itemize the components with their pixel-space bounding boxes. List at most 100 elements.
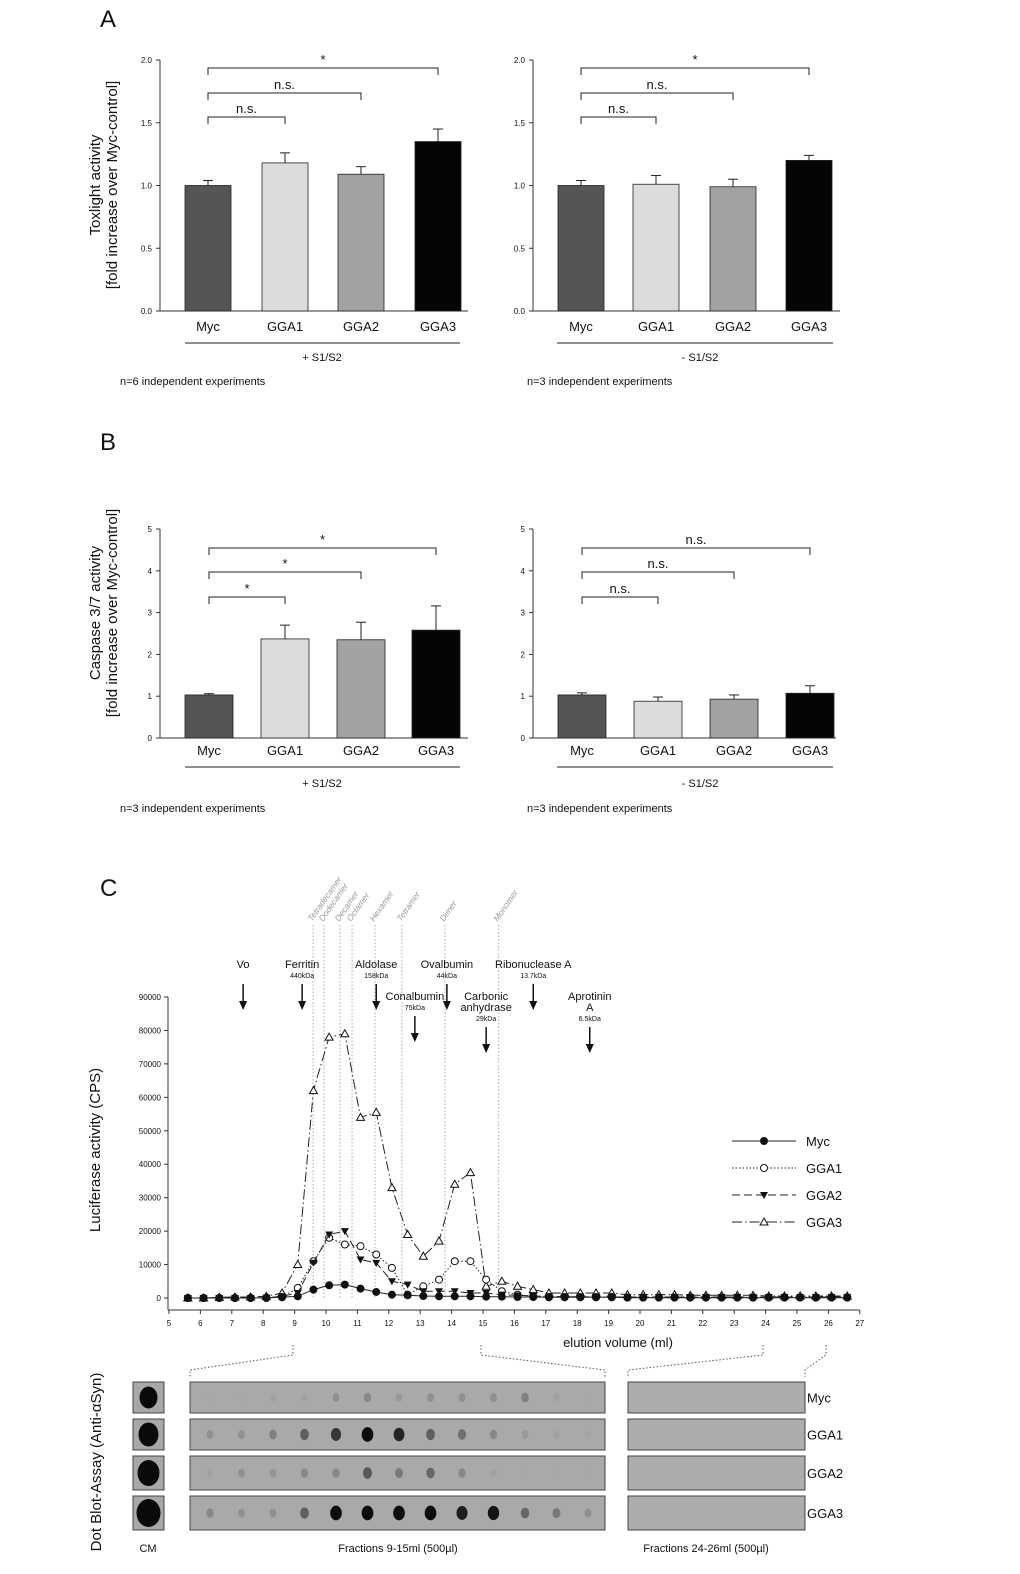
panel-c-xlabel: elution volume (ml) <box>563 1335 673 1350</box>
significance-label: n.s. <box>274 77 295 92</box>
y-tick-label: 5 <box>148 525 153 534</box>
marker-mw: 44kDa <box>437 973 457 980</box>
marker-name: Vo <box>237 959 250 971</box>
legend-item-gga2: GGA2 <box>732 1188 842 1203</box>
y-tick-label: 30000 <box>139 1194 162 1203</box>
significance-bracket <box>580 67 810 75</box>
blot-strip-24-26 <box>627 1381 806 1414</box>
data-point <box>466 1257 475 1266</box>
data-point <box>434 1236 444 1245</box>
data-point <box>183 1294 192 1302</box>
y-tick-label: 1 <box>148 692 153 701</box>
blot-dot <box>395 1467 403 1479</box>
data-point <box>372 1259 381 1267</box>
data-point <box>654 1293 663 1302</box>
blot-dot <box>427 1392 434 1403</box>
blot-dot <box>238 1429 245 1440</box>
series-line <box>187 1033 848 1299</box>
blot-dot <box>395 1393 403 1402</box>
blot-dot <box>269 1468 277 1478</box>
blot-row-myc: Myc <box>132 1381 831 1414</box>
marker-mw: 6.5kDa <box>579 1016 601 1023</box>
data-point <box>576 1293 585 1302</box>
category-label: GGA3 <box>791 319 827 334</box>
oligomer-label: Monomer <box>491 887 520 923</box>
y-tick-label: 2.0 <box>514 56 526 65</box>
blot-dot <box>458 1468 466 1478</box>
y-tick-label: 0.0 <box>141 307 153 316</box>
data-point <box>435 1288 444 1296</box>
blot-dot <box>300 1468 309 1478</box>
blot-dot <box>332 1468 340 1478</box>
y-tick-label: 5 <box>521 525 526 534</box>
blot-dot <box>361 1505 374 1521</box>
data-point <box>670 1293 679 1302</box>
marker-name: Conalbumin <box>386 991 445 1003</box>
significance-bracket <box>581 596 659 604</box>
data-point <box>418 1251 429 1260</box>
data-point <box>403 1281 412 1289</box>
significance-bracket <box>207 92 362 100</box>
bar-gga2 <box>709 186 757 312</box>
blot-dot <box>489 1429 498 1440</box>
significance-bracket <box>580 116 657 124</box>
blot-strip-24-26 <box>627 1495 806 1531</box>
blot-row-label: GGA1 <box>807 1428 843 1443</box>
y-tick-label: 1 <box>521 692 526 701</box>
blot-strip-24-26 <box>627 1455 806 1491</box>
blot-dot <box>330 1428 342 1441</box>
data-point <box>387 1278 396 1286</box>
legend-label: GGA1 <box>806 1161 842 1176</box>
cm-dot <box>139 1386 158 1409</box>
x-tick-label: 11 <box>353 1319 362 1328</box>
data-point <box>309 1285 318 1294</box>
group-label: - S1/S2 <box>682 352 719 364</box>
panel-a-ylabel: Toxlight activity [fold increase over My… <box>87 81 121 289</box>
n-note: n=3 independent experiments <box>527 803 673 815</box>
panel-letter-c: C <box>100 875 117 902</box>
arrow-head-icon <box>585 1044 594 1053</box>
significance-label: n.s. <box>648 556 669 571</box>
x-tick-label: 17 <box>541 1319 550 1328</box>
data-point <box>355 1112 366 1121</box>
series-gga3 <box>182 1028 853 1302</box>
zoom-connector <box>189 1345 294 1377</box>
bar-gga2 <box>709 698 759 739</box>
blot-row-gga2: GGA2 <box>132 1455 843 1491</box>
x-tick-label: 5 <box>167 1319 172 1328</box>
marker-mw: 29kDa <box>476 1016 496 1023</box>
category-label: Myc <box>197 743 221 758</box>
blot-dot <box>363 1467 372 1479</box>
legend-label: Myc <box>806 1134 830 1149</box>
data-point <box>419 1288 428 1296</box>
bar-gga1 <box>632 183 680 312</box>
data-point <box>482 1275 491 1284</box>
marker-name: Carbonic anhydrase <box>460 991 511 1014</box>
significance-bracket <box>207 116 286 124</box>
data-point <box>796 1293 805 1302</box>
data-point <box>701 1293 710 1302</box>
category-label: GGA2 <box>343 743 379 758</box>
significance-label: * <box>320 532 325 547</box>
y-tick-label: 0 <box>148 734 153 743</box>
arrow-head-icon <box>442 1001 451 1010</box>
data-point <box>325 1281 334 1290</box>
data-point <box>686 1293 695 1302</box>
x-tick-label: 19 <box>604 1319 613 1328</box>
data-point <box>592 1293 601 1302</box>
fractions-9-15-label: Fractions 9-15ml (500µl) <box>338 1543 457 1555</box>
x-tick-label: 27 <box>855 1319 864 1328</box>
category-label: GGA1 <box>640 743 676 758</box>
y-tick-label: 1.0 <box>514 182 526 191</box>
x-tick-label: 9 <box>292 1319 297 1328</box>
significance-label: n.s. <box>610 581 631 596</box>
blot-dot <box>361 1427 374 1442</box>
data-point <box>278 1293 287 1302</box>
y-tick-label: 0 <box>157 1294 162 1303</box>
data-point <box>544 1293 553 1302</box>
blot-dot <box>300 1507 309 1519</box>
significance-bracket <box>581 547 811 555</box>
data-point <box>402 1229 413 1238</box>
blot-dot <box>206 1508 214 1518</box>
panel-c-ylabel: Luciferase activity (CPS) <box>87 1068 104 1232</box>
